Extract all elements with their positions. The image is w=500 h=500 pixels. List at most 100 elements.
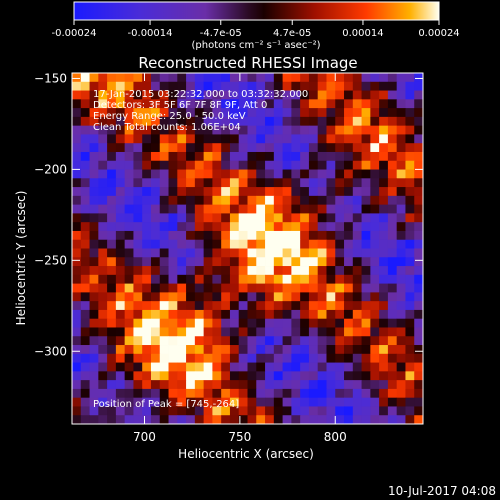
heatmap-cell — [405, 336, 415, 346]
heatmap-cell — [256, 388, 266, 399]
heatmap-cell — [177, 353, 187, 363]
heatmap-cell — [282, 116, 292, 127]
heatmap-cell — [370, 151, 380, 162]
heatmap-cell — [133, 222, 143, 232]
heatmap-cell — [352, 81, 362, 91]
heatmap-cell — [273, 327, 284, 337]
heatmap-cell — [247, 108, 257, 118]
heatmap-cell — [256, 283, 266, 293]
heatmap-cell — [265, 353, 275, 363]
heatmap-cell — [317, 388, 327, 399]
heatmap-cell — [352, 204, 362, 214]
heatmap-cell — [72, 318, 82, 328]
heatmap-cell — [335, 81, 345, 91]
heatmap-cell — [282, 248, 292, 258]
heatmap-cell — [317, 187, 327, 197]
heatmap-cell — [168, 292, 178, 302]
heatmap-cell — [124, 309, 134, 320]
heatmap-cell — [379, 283, 389, 293]
heatmap-cell — [379, 125, 389, 135]
heatmap-cell — [177, 257, 187, 267]
heatmap-cell — [133, 178, 143, 188]
heatmap-cell — [142, 309, 152, 320]
heatmap-cell — [405, 397, 415, 407]
heatmap-cell — [326, 73, 336, 83]
heatmap-cell — [300, 274, 310, 285]
heatmap-cell — [124, 73, 134, 83]
heatmap-cell — [221, 371, 231, 381]
heatmap-cell — [142, 160, 152, 170]
heatmap-cell — [177, 345, 187, 355]
heatmap-cell — [107, 116, 117, 127]
heatmap-cell — [396, 90, 406, 100]
heatmap-cell — [80, 116, 90, 127]
heatmap-cell — [98, 116, 108, 127]
heatmap-cell — [256, 397, 266, 407]
heatmap-cell — [229, 204, 240, 214]
heatmap-cell — [142, 345, 152, 355]
heatmap-cell — [396, 230, 406, 241]
heatmap-cell — [168, 222, 178, 232]
heatmap-cell — [282, 283, 292, 293]
heatmap-cell — [72, 230, 82, 241]
heatmap-cell — [300, 116, 310, 127]
heatmap-cell — [229, 160, 240, 170]
heatmap-cell — [221, 213, 231, 223]
heatmap-cell — [273, 283, 284, 293]
heatmap-cell — [282, 406, 292, 416]
heatmap-cell — [361, 257, 371, 267]
heatmap-cell — [107, 380, 117, 390]
heatmap-cell — [300, 151, 310, 162]
heatmap-cell — [361, 397, 371, 407]
heatmap-cell — [142, 213, 152, 223]
heatmap-cell — [177, 292, 187, 302]
heatmap-cell — [98, 415, 108, 424]
heatmap-cell — [177, 90, 187, 100]
heatmap-cell — [344, 257, 354, 267]
heatmap-cell — [396, 134, 406, 144]
heatmap-cell — [212, 116, 222, 127]
heatmap-cell — [229, 336, 240, 346]
heatmap-cell — [115, 99, 126, 109]
heatmap-cell — [300, 90, 310, 100]
heatmap-cell — [335, 283, 345, 293]
heatmap-cell — [379, 292, 389, 302]
heatmap-cell — [203, 169, 213, 179]
heatmap-cell — [115, 353, 126, 363]
heatmap-cell — [212, 178, 222, 188]
heatmap-cell — [352, 353, 362, 363]
heatmap-cell — [98, 257, 108, 267]
heatmap-cell — [229, 283, 240, 293]
heatmap-cell — [80, 336, 90, 346]
heatmap-cell — [317, 99, 327, 109]
heatmap-cell — [238, 134, 248, 144]
heatmap-cell — [168, 371, 178, 381]
heatmap-cell — [405, 230, 415, 241]
heatmap-cell — [150, 353, 161, 363]
heatmap-cell — [352, 248, 362, 258]
heatmap-cell — [150, 345, 161, 355]
heatmap-cell — [186, 195, 196, 206]
heatmap-cell — [186, 362, 196, 372]
heatmap-cell — [326, 388, 336, 399]
heatmap-cell — [133, 309, 143, 320]
heatmap-cell — [379, 169, 389, 179]
heatmap-cell — [273, 345, 284, 355]
heatmap-cell — [194, 309, 205, 320]
colorbar-units: (photons cm⁻² s⁻¹ asec⁻²) — [191, 40, 320, 51]
heatmap-cell — [256, 292, 266, 302]
heatmap-cell — [80, 204, 90, 214]
heatmap-cell — [414, 222, 423, 232]
heatmap-cell — [273, 380, 284, 390]
heatmap-cell — [273, 309, 284, 320]
heatmap-cell — [133, 283, 143, 293]
heatmap-cell — [387, 283, 398, 293]
heatmap-cell — [396, 160, 406, 170]
heatmap-cell — [133, 213, 143, 223]
heatmap-cell — [291, 116, 301, 127]
heatmap-cell — [344, 204, 354, 214]
heatmap-cell — [282, 151, 292, 162]
heatmap-cell — [396, 169, 406, 179]
heatmap-cell — [308, 151, 319, 162]
heatmap-cell — [247, 143, 257, 153]
